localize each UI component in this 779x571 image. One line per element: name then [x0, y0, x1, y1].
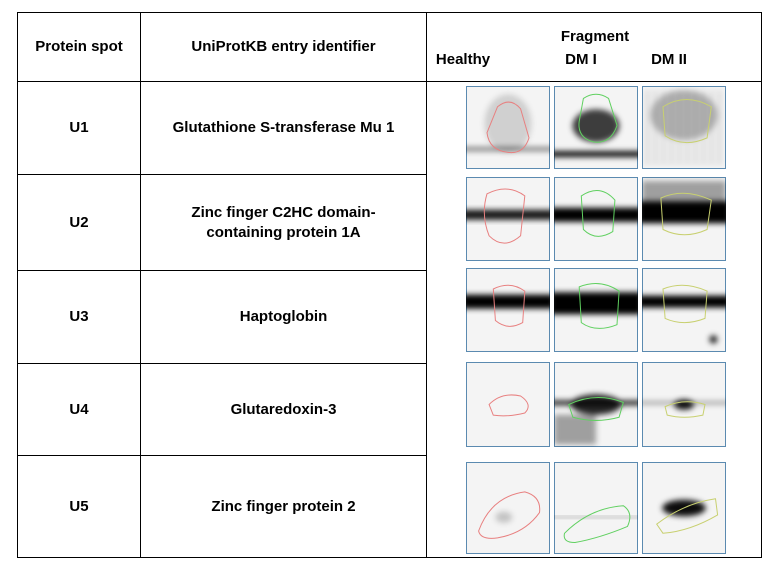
header-dm2: DM II	[651, 51, 687, 68]
table-row-spot: U5	[69, 497, 89, 515]
gel-image	[466, 462, 550, 554]
gel-image	[466, 268, 550, 352]
header-dm1: DM I	[565, 51, 597, 68]
table-row-protein-name: Glutathione S-transferase Mu 1	[172, 119, 395, 136]
table-row-spot: U4	[69, 400, 89, 418]
header-uniprot-identifier: UniProtKB entry identifier	[191, 38, 376, 55]
table-row-spot: U3	[69, 308, 89, 325]
table-row-protein-name: Haptoglobin	[239, 308, 328, 325]
gel-image	[642, 462, 726, 554]
table-row-spot: U2	[69, 213, 89, 231]
gel-image	[642, 362, 726, 447]
header-protein-spot: Protein spot	[35, 38, 123, 55]
header-healthy: Healthy	[435, 51, 491, 68]
header-fragment: Fragment	[560, 28, 630, 45]
gel-image	[554, 268, 638, 352]
gel-image	[554, 177, 638, 261]
gel-image	[554, 362, 638, 447]
table-row-protein-name: Zinc finger protein 2	[211, 497, 356, 515]
gel-image	[642, 86, 726, 169]
gel-image	[466, 177, 550, 261]
table-row-protein-name: Zinc finger C2HC domain-containing prote…	[191, 203, 376, 241]
table-row-protein-name: Glutaredoxin-3	[230, 400, 337, 418]
table-row-spot: U1	[69, 119, 89, 136]
gel-image	[554, 86, 638, 169]
gel-image	[554, 462, 638, 554]
gel-image	[466, 86, 550, 169]
gel-image	[642, 177, 726, 261]
gel-image	[642, 268, 726, 352]
gel-image	[466, 362, 550, 447]
